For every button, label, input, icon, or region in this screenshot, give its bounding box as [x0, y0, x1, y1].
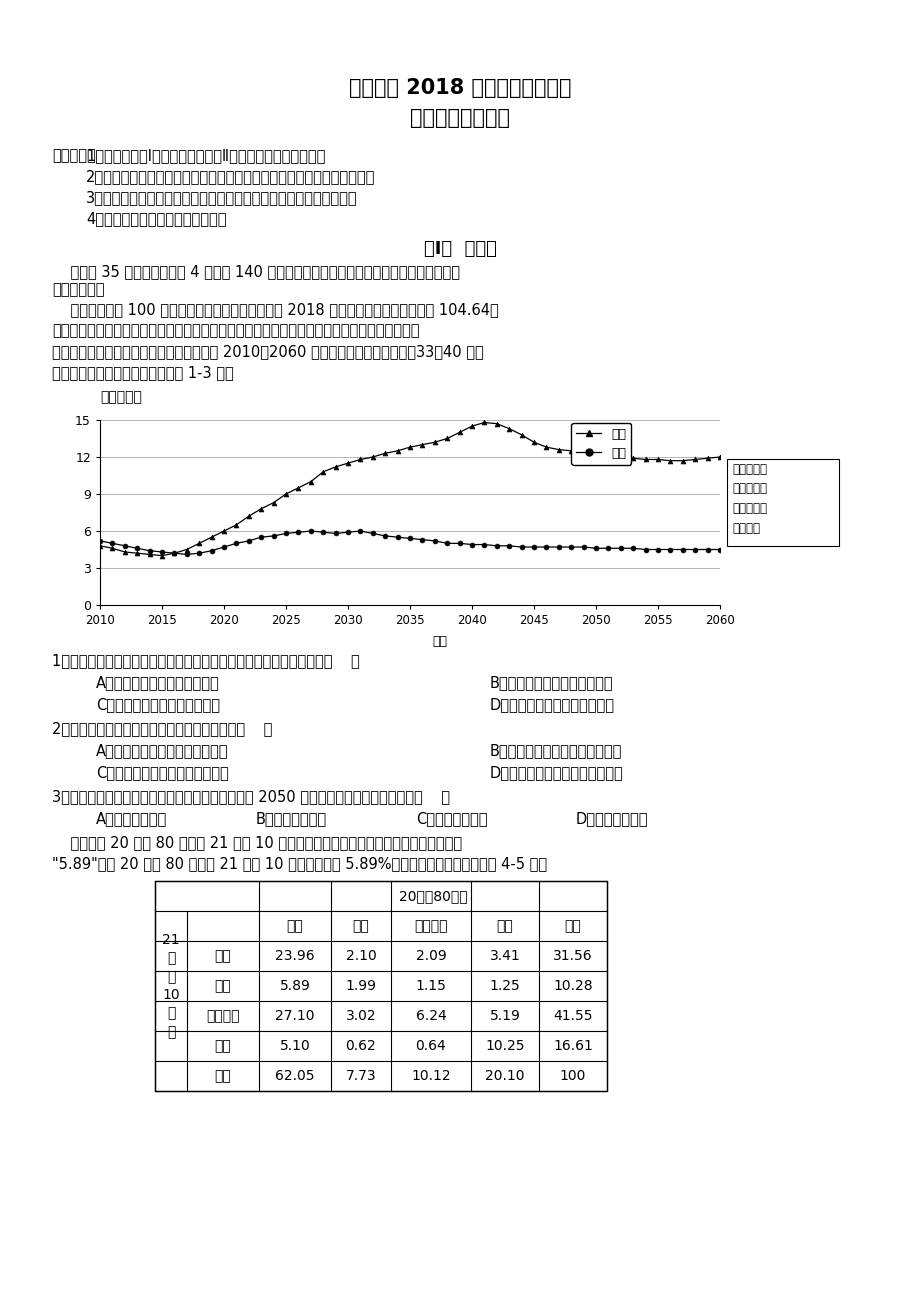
Text: 读苏州市 20 世纪 80 年代到 21 世纪 10 年代的土地利用类型转移矩阵表（例：表中数据: 读苏州市 20 世纪 80 年代到 21 世纪 10 年代的土地利用类型转移矩阵… — [52, 835, 461, 850]
Text: 水域: 水域 — [214, 1039, 231, 1053]
Text: C．外来移民增多: C．外来移民增多 — [415, 811, 487, 825]
Text: A．经济增速趋缓: A．经济增速趋缓 — [96, 811, 167, 825]
Text: 41.55: 41.55 — [552, 1009, 592, 1023]
Text: 资料来源：
基于全国人
口普查数据
预测计算: 资料来源： 基于全国人 口普查数据 预测计算 — [732, 464, 766, 535]
Text: 1.99: 1.99 — [346, 979, 376, 993]
Text: "5.89"表示 20 世纪 80 年代到 21 世纪 10 年代期间，有 5.89%的耕地转变为林地），完成 4-5 题。: "5.89"表示 20 世纪 80 年代到 21 世纪 10 年代期间，有 5.… — [52, 855, 547, 871]
Text: C．鼓励生育，宣传男女平等思想: C．鼓励生育，宣传男女平等思想 — [96, 766, 229, 780]
Text: 耕地: 耕地 — [214, 949, 231, 963]
Text: D．尊老爱幼，发扬中华优良传统: D．尊老爱幼，发扬中华优良传统 — [490, 766, 623, 780]
Text: 5.10: 5.10 — [279, 1039, 310, 1053]
Text: 合计: 合计 — [564, 919, 581, 934]
Text: A．城镇大量未婚男性迁往农村: A．城镇大量未婚男性迁往农村 — [96, 674, 220, 690]
Text: 1.25: 1.25 — [489, 979, 520, 993]
Text: 6.24: 6.24 — [415, 1009, 446, 1023]
Text: 2.09: 2.09 — [415, 949, 446, 963]
Text: 2．为了缩小城乡婚配性别比差异，当前我国应（    ）: 2．为了缩小城乡婚配性别比差异，当前我国应（ ） — [52, 721, 272, 736]
Text: 婚配性别比: 婚配性别比 — [100, 391, 142, 404]
Text: 20.10: 20.10 — [484, 1069, 524, 1083]
Text: 3.41: 3.41 — [489, 949, 520, 963]
Text: 合计: 合计 — [214, 1069, 231, 1083]
Text: 本卷共 35 个小题，每小题 4 分，共 140 分。在每小题给出的四个选项中，只有一项是符合: 本卷共 35 个小题，每小题 4 分，共 140 分。在每小题给出的四个选项中，… — [52, 264, 460, 279]
Text: 20世纪80年代: 20世纪80年代 — [398, 889, 467, 904]
Text: 27.10: 27.10 — [275, 1009, 314, 1023]
Text: C．农村大量未婚女性迁往城镇: C．农村大量未婚女性迁往城镇 — [96, 697, 220, 712]
Text: 4．考试结束后，只将答题卡交回。: 4．考试结束后，只将答题卡交回。 — [85, 211, 226, 227]
Text: 建设用地: 建设用地 — [414, 919, 448, 934]
Text: 10.28: 10.28 — [552, 979, 592, 993]
Text: B．城镇大量未婚女性迁往农村: B．城镇大量未婚女性迁往农村 — [490, 674, 613, 690]
Text: 10.12: 10.12 — [411, 1069, 450, 1083]
Text: 62.05: 62.05 — [275, 1069, 314, 1083]
Text: 5.19: 5.19 — [489, 1009, 520, 1023]
Text: 16.61: 16.61 — [552, 1039, 592, 1053]
FancyBboxPatch shape — [726, 460, 838, 546]
Legend: 农村, 城镇: 农村, 城镇 — [571, 423, 630, 465]
Text: 婚配性别比（含预测）。据此完成 1-3 题。: 婚配性别比（含预测）。据此完成 1-3 题。 — [52, 365, 233, 380]
Text: B．振兴乡村，缩小城乡经济差距: B．振兴乡村，缩小城乡经济差距 — [490, 743, 621, 758]
Text: 1.15: 1.15 — [415, 979, 446, 993]
Text: 年份: 年份 — [432, 635, 447, 648]
Text: A．发展教育，普遍提高人口素质: A．发展教育，普遍提高人口素质 — [96, 743, 228, 758]
Text: 0.62: 0.62 — [346, 1039, 376, 1053]
Text: 耕地: 耕地 — [287, 919, 303, 934]
Text: 林地: 林地 — [214, 979, 231, 993]
Text: 100: 100 — [559, 1069, 585, 1083]
Text: 2.10: 2.10 — [346, 949, 376, 963]
Text: 林地: 林地 — [352, 919, 369, 934]
Text: 7.73: 7.73 — [346, 1069, 376, 1083]
Text: 题目要求的。: 题目要求的。 — [52, 283, 105, 297]
Text: 2．答题前，考生必须将自己的姓名、准考证号填写在答题卡相应的位置。: 2．答题前，考生必须将自己的姓名、准考证号填写在答题卡相应的位置。 — [85, 169, 375, 184]
Text: D．农村大量未婚男性迁往城镇: D．农村大量未婚男性迁往城镇 — [490, 697, 614, 712]
Text: 23.96: 23.96 — [275, 949, 314, 963]
Text: 3．作答时，必须将答案写在答题卡上，写在本试卷及草稿纸上无效。: 3．作答时，必须将答案写在答题卡上，写在本试卷及草稿纸上无效。 — [85, 190, 357, 204]
Text: 5.89: 5.89 — [279, 979, 310, 993]
Text: B．社会福利完善: B．社会福利完善 — [255, 811, 327, 825]
Text: 1．本试卷分第Ⅰ卷（选择题）和第Ⅱ卷（非选择题）两部分。: 1．本试卷分第Ⅰ卷（选择题）和第Ⅱ卷（非选择题）两部分。 — [85, 148, 325, 163]
Text: 3.02: 3.02 — [346, 1009, 376, 1023]
Text: 性别比是指每 100 位女性所对应的男性数量，截至 2018 年末，我国总人口性别比为 104.64。: 性别比是指每 100 位女性所对应的男性数量，截至 2018 年末，我国总人口性… — [52, 302, 498, 316]
Text: 专家指出，二孩政策的实施有利于平衡人口性别比。婚配性别比是指在初婚市场中，某年龄段可: 专家指出，二孩政策的实施有利于平衡人口性别比。婚配性别比是指在初婚市场中，某年龄… — [52, 323, 419, 339]
Text: 0.64: 0.64 — [415, 1039, 446, 1053]
Text: 10.25: 10.25 — [484, 1039, 524, 1053]
Text: 文科综合能力测试: 文科综合能力测试 — [410, 108, 509, 128]
Text: 建设用地: 建设用地 — [206, 1009, 240, 1023]
Text: D．生育政策影响: D．生育政策影响 — [575, 811, 648, 825]
Text: 1．未来几十年，我国农村与城镇婚配性别比差异加大的原因最可能是（    ）: 1．未来几十年，我国农村与城镇婚配性别比差异加大的原因最可能是（ ） — [52, 654, 359, 668]
Bar — [154, 881, 607, 1091]
Text: 注意事项：: 注意事项： — [52, 148, 96, 163]
Text: 水域: 水域 — [496, 919, 513, 934]
Text: 第Ⅰ卷  选择题: 第Ⅰ卷 选择题 — [423, 240, 496, 258]
Text: 3．我国农村和城镇大龄未婚人口婚配性别比大致从 2050 年前后开始下降的主要原因是（    ）: 3．我国农村和城镇大龄未婚人口婚配性别比大致从 2050 年前后开始下降的主要原… — [52, 789, 449, 805]
Text: 南充高中 2018 级高三第四次月考: 南充高中 2018 级高三第四次月考 — [348, 78, 571, 98]
Text: 供选择的男性与女性人口数之比。下图示意 2010～2060 年我国城乡大龄未婚人口（33～40 岁）: 供选择的男性与女性人口数之比。下图示意 2010～2060 年我国城乡大龄未婚人… — [52, 344, 483, 359]
Text: 31.56: 31.56 — [552, 949, 592, 963]
Text: 21
世
纪
10
年
代: 21 世 纪 10 年 代 — [162, 934, 179, 1039]
